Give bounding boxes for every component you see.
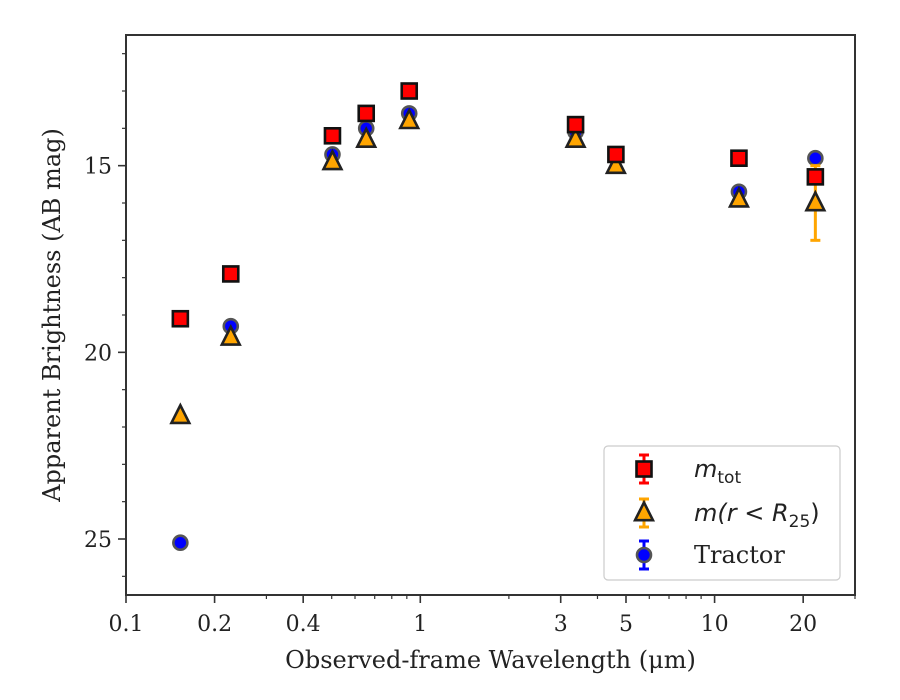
data-point: [400, 82, 419, 100]
data-layer: [169, 82, 827, 552]
x-tick-label: 0.1: [109, 612, 144, 637]
data-point: [564, 126, 587, 148]
y-tick-label: 25: [84, 528, 112, 553]
data-point: [321, 148, 344, 171]
legend-label: mtot: [694, 455, 741, 488]
data-point: [807, 149, 824, 167]
legend-marker: [632, 499, 656, 522]
x-tick-label: 3: [554, 612, 568, 637]
data-point: [323, 127, 342, 145]
x-tick-label: 5: [619, 612, 633, 637]
data-point: [171, 309, 190, 328]
y-tick-label: 20: [84, 341, 112, 366]
data-point: [727, 185, 750, 208]
axis-ticks: 0.1 0.2 0.4 1 3 5 10 20 15 20 25: [84, 53, 856, 637]
data-point: [730, 149, 748, 167]
legend-box: [603, 445, 841, 581]
legend: mtot m(r < R25) Tractor: [603, 445, 841, 581]
data-point: [355, 126, 378, 148]
data-point: [221, 265, 240, 283]
data-point: [804, 189, 827, 212]
series-triangle: [169, 107, 827, 425]
legend-item: Tractor: [635, 539, 785, 571]
data-point: [806, 168, 825, 186]
y-axis-label: Apparent Brightness (AB mag): [38, 128, 66, 503]
legend-label: m(r < R25): [694, 499, 820, 532]
legend-marker: [635, 460, 653, 478]
legend-item: m(r < R25): [632, 497, 820, 532]
data-point: [398, 107, 421, 130]
data-point: [219, 323, 242, 346]
data-point: [607, 145, 625, 164]
legend-item: mtot: [635, 453, 741, 488]
x-tick-label: 1: [413, 612, 427, 637]
data-point: [172, 534, 189, 552]
x-axis-label: Observed-frame Wavelength (μm): [285, 646, 696, 674]
data-point: [604, 152, 627, 175]
x-tick-label: 10: [701, 612, 729, 637]
data-point: [169, 402, 192, 425]
data-point: [566, 115, 585, 134]
x-tick-label: 0.2: [197, 612, 232, 637]
x-tick-label: 20: [789, 612, 817, 637]
series-square: [171, 82, 825, 328]
data-point: [357, 104, 376, 123]
legend-label: Tractor: [694, 541, 785, 569]
y-tick-label: 15: [84, 155, 112, 180]
legend-marker: [635, 546, 653, 564]
x-tick-label: 0.4: [286, 612, 321, 637]
